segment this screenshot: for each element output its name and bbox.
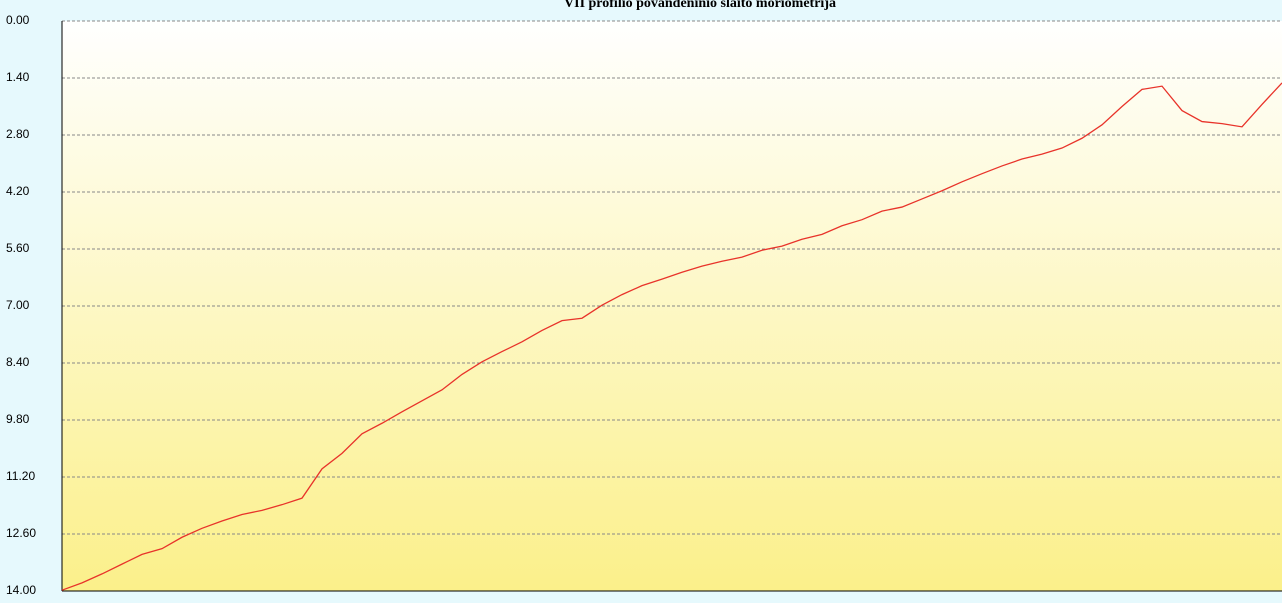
y-tick-label: 5.60 xyxy=(6,241,30,255)
y-tick-label: 9.80 xyxy=(6,412,30,426)
y-tick-label: 1.40 xyxy=(6,70,30,84)
y-tick-label: 11.20 xyxy=(6,469,35,483)
y-tick-label: 14.00 xyxy=(6,583,36,597)
y-tick-label: 4.20 xyxy=(6,184,30,198)
y-tick-label: 8.40 xyxy=(6,355,30,369)
y-tick-label: 7.00 xyxy=(6,298,30,312)
chart-title: VII profilio povandeninio slaito moriome… xyxy=(564,0,836,11)
y-tick-label: 2.80 xyxy=(6,127,30,141)
y-tick-label: 12.60 xyxy=(6,526,36,540)
y-tick-label: 0.00 xyxy=(6,13,30,27)
data-line xyxy=(61,82,1282,591)
